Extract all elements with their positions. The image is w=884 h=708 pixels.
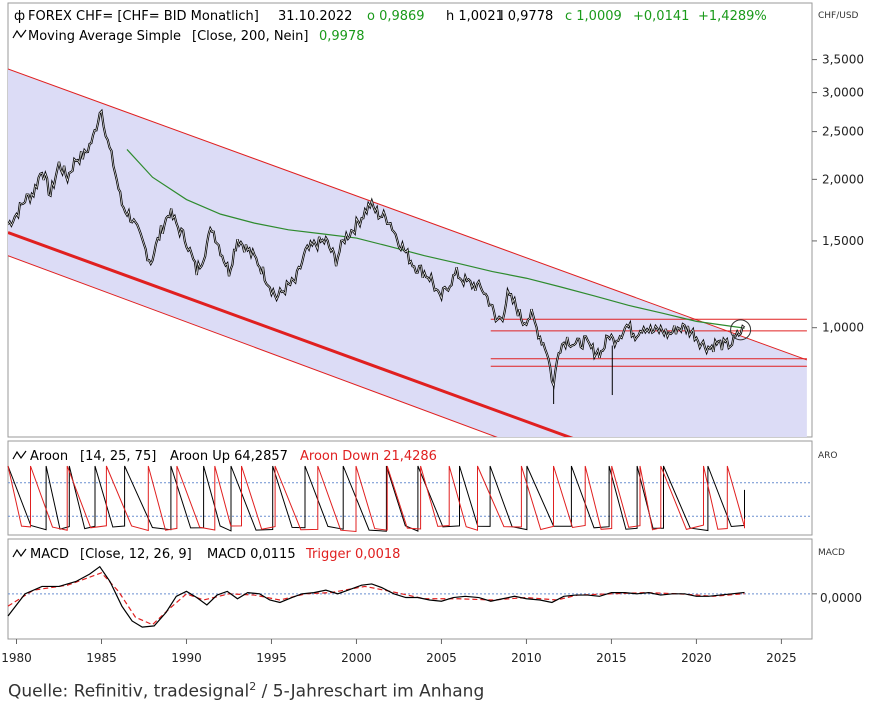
- aroon-panel: [7, 440, 813, 536]
- y-tick-label: 3,0000: [822, 86, 864, 100]
- macd-value-label: MACD 0,0115: [207, 547, 296, 562]
- unit-label: CHF/USD: [818, 11, 859, 21]
- line-indicator-icon: [12, 450, 27, 460]
- candlestick-icon: ф: [14, 9, 25, 24]
- price-legend: ф FOREX CHF= [CHF= BID Monatlich] 31.10.…: [12, 9, 859, 44]
- caption-sup: 2: [249, 680, 257, 693]
- x-tick-label: 2010: [511, 651, 542, 665]
- x-tick-label: 2015: [596, 651, 627, 665]
- high-label: h 1,0021: [446, 9, 504, 24]
- chart-svg: 1,0000 1,5000 2,0000 2,5000 3,0000 3,5000 1980…: [1, 2, 864, 665]
- macd-legend: MACD [Close, 12, 26, 9] MACD 0,0115 Trig…: [12, 547, 862, 605]
- x-tick-label: 2005: [426, 651, 457, 665]
- x-tick-label: 1995: [256, 651, 287, 665]
- x-tick-label: 1990: [171, 651, 202, 665]
- aroon-down-line: [7, 465, 745, 533]
- open-label: o 0,9869: [367, 9, 425, 24]
- change-pct-label: +1,4289%: [698, 9, 767, 24]
- y-tick-label: 2,0000: [822, 172, 864, 186]
- macd-params: [Close, 12, 26, 9]: [80, 547, 192, 562]
- aroon-down-label: Aroon Down 21,4286: [300, 449, 437, 464]
- aroon-plot-area: [7, 465, 812, 533]
- aroon-params: [14, 25, 75]: [80, 449, 156, 464]
- price-plot-area: [8, 68, 808, 437]
- aroon-legend: Aroon [14, 25, 75] Aroon Up 64,2857 Aroo…: [12, 449, 838, 464]
- ma-label: Moving Average Simple: [28, 29, 181, 44]
- price-line-inner: [8, 110, 745, 387]
- aroon-axis-label: ARO: [818, 451, 838, 461]
- channel-lower-line: [8, 255, 498, 437]
- change-label: +0,0141: [633, 9, 689, 24]
- macd-axis-label: MACD: [818, 548, 845, 558]
- line-indicator-icon: [12, 548, 27, 558]
- axes: 1,0000 1,5000 2,0000 2,5000 3,0000 3,5000 1980…: [1, 53, 864, 665]
- y-tick-label: 3,5000: [822, 53, 864, 67]
- macd-trigger-label: Trigger 0,0018: [305, 547, 400, 562]
- close-label: c 1,0009: [565, 9, 622, 24]
- source-caption: Quelle: Refinitiv, tradesignal2 / 5-Jahr…: [8, 680, 484, 702]
- macd-line: [7, 565, 745, 628]
- macd-label: MACD: [30, 547, 69, 562]
- aroon-up-label: Aroon Up 64,2857: [170, 449, 288, 464]
- macd-plot-area: [7, 565, 817, 628]
- x-tick-label: 1985: [86, 651, 117, 665]
- x-tick-label: 2000: [341, 651, 372, 665]
- y-tick-label: 1,5000: [822, 234, 864, 248]
- moving-average-line: [126, 149, 745, 329]
- y-tick-label: 2,5000: [822, 125, 864, 139]
- aroon-up-line: [7, 465, 745, 532]
- caption-text: Quelle: Refinitiv, tradesignal: [8, 681, 250, 702]
- y-tick-label: 1,0000: [822, 321, 864, 335]
- date-label: 31.10.2022: [278, 9, 352, 24]
- ma-params: [Close, 200, Nein]: [192, 29, 308, 44]
- macd-zero-tick: 0,0000: [820, 591, 862, 605]
- annotation-circle-0: [730, 319, 752, 341]
- x-tick-label: 1980: [1, 651, 32, 665]
- ma-value: 0,9978: [319, 29, 365, 44]
- instrument-label: FOREX CHF= [CHF= BID Monatlich]: [28, 9, 259, 24]
- low-label: l 0,9778: [500, 9, 553, 24]
- channel-support-line: [8, 231, 574, 437]
- macd-panel: [7, 538, 813, 640]
- line-indicator-icon: [12, 29, 27, 39]
- aroon-label: Aroon: [30, 449, 68, 464]
- caption-suffix: / 5-Jahreschart im Anhang: [256, 681, 485, 702]
- x-tick-label: 2020: [681, 651, 712, 665]
- channel-upper-line: [8, 68, 808, 361]
- macd-trigger-line: [7, 572, 745, 626]
- x-tick-label: 2025: [766, 651, 797, 665]
